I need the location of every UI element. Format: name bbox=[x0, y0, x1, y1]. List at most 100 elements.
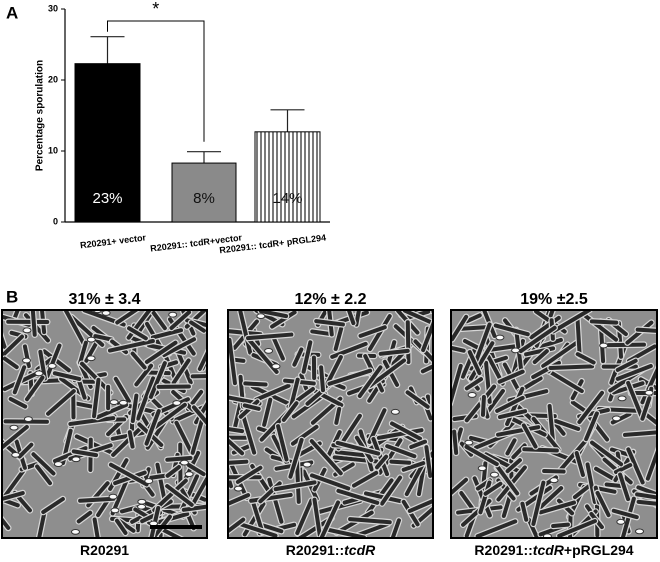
rod bbox=[590, 440, 624, 467]
spore bbox=[489, 471, 499, 478]
spore bbox=[495, 334, 505, 341]
image-caption: R20291::tcdR+pRGL294 bbox=[474, 542, 633, 558]
rod bbox=[78, 340, 88, 365]
rod bbox=[30, 310, 37, 337]
rod bbox=[309, 439, 343, 476]
rod bbox=[276, 424, 289, 462]
rod bbox=[464, 313, 482, 324]
rod bbox=[243, 381, 268, 387]
rod bbox=[611, 508, 639, 520]
rod bbox=[478, 480, 492, 515]
spore bbox=[184, 471, 194, 478]
scale-bar bbox=[150, 525, 202, 529]
spore bbox=[549, 477, 559, 484]
rod bbox=[2, 334, 24, 359]
spore bbox=[616, 518, 626, 525]
rod bbox=[475, 519, 518, 538]
spore bbox=[53, 461, 63, 467]
rod bbox=[130, 393, 139, 423]
rod bbox=[270, 310, 297, 329]
bar bbox=[74, 63, 141, 223]
rod bbox=[348, 517, 392, 525]
spore bbox=[47, 363, 57, 369]
rod bbox=[505, 386, 525, 427]
rod bbox=[74, 434, 117, 456]
rod bbox=[505, 438, 517, 456]
spore bbox=[144, 478, 154, 484]
rod bbox=[636, 499, 657, 506]
rod bbox=[493, 323, 530, 337]
rod bbox=[548, 364, 595, 370]
rod bbox=[585, 462, 597, 504]
rod bbox=[546, 368, 584, 394]
rod bbox=[467, 350, 482, 376]
spore bbox=[22, 357, 32, 364]
rod bbox=[424, 445, 433, 478]
rod bbox=[310, 329, 334, 337]
rod bbox=[151, 402, 187, 431]
rod bbox=[45, 343, 62, 379]
y-tick-label: 20 bbox=[48, 74, 58, 84]
micrograph-content bbox=[2, 310, 207, 538]
rod bbox=[319, 365, 325, 393]
rod bbox=[575, 352, 596, 365]
spore bbox=[511, 347, 521, 354]
rod bbox=[2, 497, 20, 508]
rod bbox=[464, 444, 499, 467]
x-tick-label: R20291+ vector bbox=[80, 232, 148, 250]
bar-annotation: 14% bbox=[272, 190, 302, 207]
rod bbox=[584, 411, 610, 442]
rod bbox=[376, 428, 424, 440]
micrograph-content bbox=[451, 310, 657, 538]
spore bbox=[118, 399, 128, 406]
rod bbox=[526, 517, 539, 538]
rod bbox=[2, 356, 19, 370]
rod bbox=[240, 410, 257, 455]
rod bbox=[584, 411, 599, 442]
rod bbox=[623, 430, 657, 437]
spore bbox=[390, 408, 400, 415]
rod bbox=[130, 351, 147, 370]
rod bbox=[451, 477, 469, 496]
rod bbox=[228, 459, 249, 465]
rod bbox=[420, 364, 433, 374]
spore bbox=[101, 310, 111, 316]
rod bbox=[551, 522, 570, 529]
spore bbox=[271, 363, 281, 370]
spore bbox=[22, 327, 32, 334]
panel-label: A bbox=[6, 3, 18, 22]
rod bbox=[385, 444, 417, 459]
rod bbox=[136, 376, 156, 421]
spore bbox=[464, 439, 474, 446]
rod bbox=[46, 389, 76, 416]
rod bbox=[532, 349, 549, 364]
y-axis-label: Percentage sporulation bbox=[35, 60, 46, 171]
rod bbox=[2, 491, 25, 502]
rod bbox=[547, 404, 556, 446]
rod bbox=[577, 390, 605, 425]
caption-part: tcdR bbox=[533, 542, 565, 558]
y-tick-label: 30 bbox=[48, 3, 58, 13]
rod bbox=[78, 496, 116, 503]
rod bbox=[474, 322, 492, 363]
rod bbox=[618, 472, 631, 502]
rod bbox=[635, 327, 657, 333]
rod bbox=[645, 447, 657, 481]
rod bbox=[401, 461, 426, 472]
rod bbox=[389, 459, 412, 465]
micrograph-border bbox=[1, 309, 208, 539]
rod bbox=[144, 340, 178, 364]
rod bbox=[557, 519, 597, 538]
rod bbox=[314, 319, 345, 327]
rod bbox=[460, 344, 478, 379]
micrograph bbox=[1, 309, 208, 539]
rod bbox=[594, 466, 616, 481]
rod bbox=[189, 320, 206, 333]
rod bbox=[8, 396, 28, 409]
rod bbox=[63, 310, 87, 348]
rod bbox=[358, 325, 387, 338]
spore bbox=[9, 424, 19, 431]
rod bbox=[542, 469, 566, 474]
rod bbox=[635, 492, 657, 500]
